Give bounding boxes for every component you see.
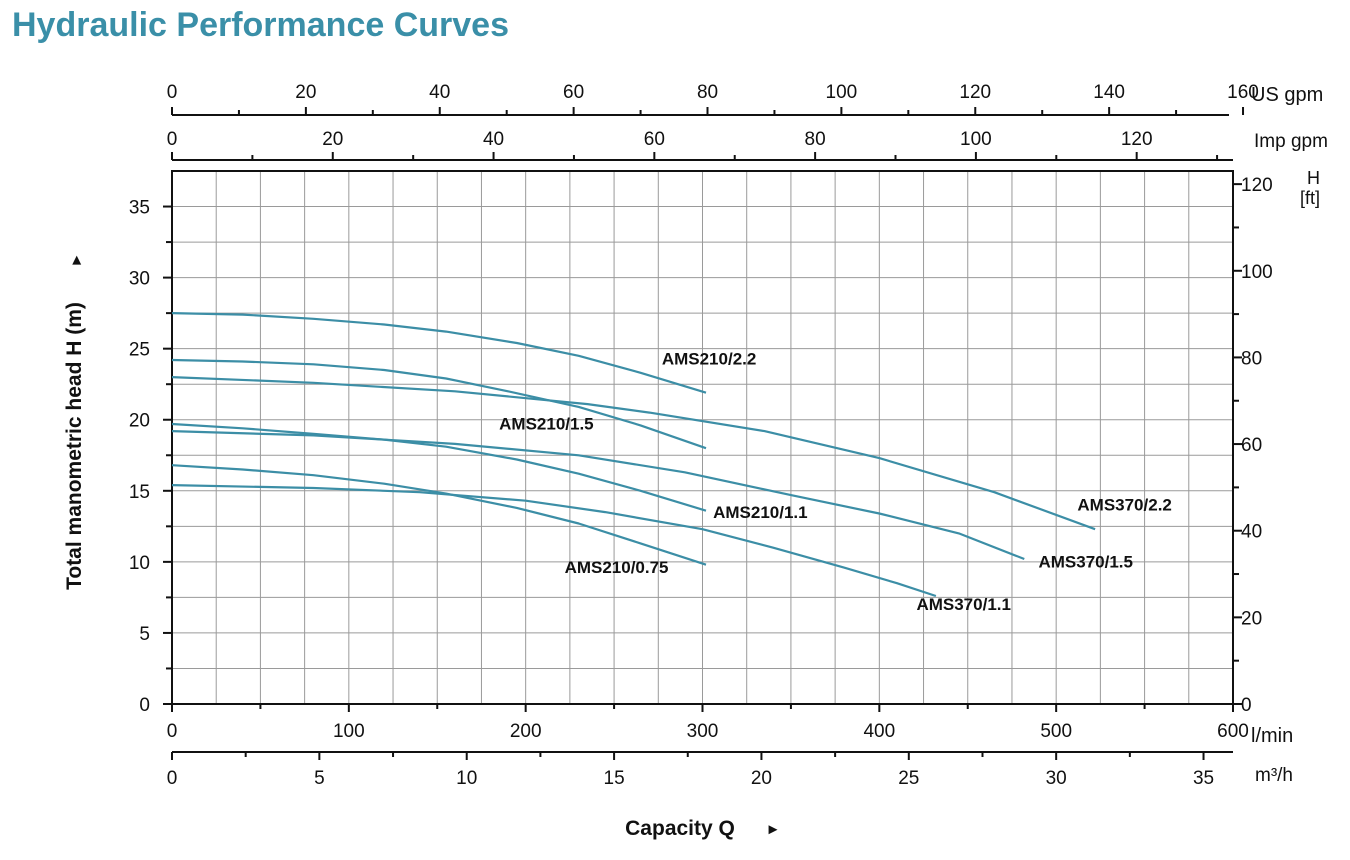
m3h-tick-label: 0 xyxy=(167,768,178,789)
ft-tick-label: 40 xyxy=(1241,522,1262,543)
m3h-tick-label: 15 xyxy=(604,768,625,789)
y-tick-label: 15 xyxy=(129,482,150,503)
curve-label: AMS210/0.75 xyxy=(565,558,669,577)
imp-gpm-tick-label: 120 xyxy=(1121,129,1153,150)
x-tick-label: 600 xyxy=(1217,721,1249,742)
us-gpm-tick-label: 140 xyxy=(1093,82,1125,103)
y-axis-arrow: ► xyxy=(68,253,85,268)
y-axis-label: Total manometric head H (m) xyxy=(63,302,86,590)
curve-label: AMS370/1.5 xyxy=(1038,553,1133,572)
ft-tick-label: 60 xyxy=(1241,435,1262,456)
curve-ams210-1-1 xyxy=(171,422,707,512)
performance-curves xyxy=(171,312,1096,598)
curve-label: AMS370/2.2 xyxy=(1077,496,1172,515)
y-tick-label: 20 xyxy=(129,411,150,432)
y-tick-label: 25 xyxy=(129,340,150,361)
us-gpm-tick-label: 40 xyxy=(429,82,450,103)
ft-tick-label: 120 xyxy=(1241,175,1273,196)
imp-gpm-tick-label: 80 xyxy=(805,129,826,150)
y-tick-label: 0 xyxy=(139,695,150,716)
curve-label: AMS210/1.5 xyxy=(499,415,594,434)
y-tick-label: 30 xyxy=(129,269,150,290)
curve-label: AMS210/1.1 xyxy=(713,503,808,522)
x-tick-label: 300 xyxy=(687,721,719,742)
us-gpm-tick-label: 80 xyxy=(697,82,718,103)
imp-gpm-tick-label: 0 xyxy=(167,129,178,150)
curve-ams210-1-5 xyxy=(171,358,707,450)
curve-ams370-1-5 xyxy=(171,430,1025,561)
imp-gpm-unit-label: Imp gpm xyxy=(1254,131,1328,152)
curve-ams210-2-2 xyxy=(171,312,707,394)
ft-tick-label: 100 xyxy=(1241,262,1273,283)
m3h-tick-label: 5 xyxy=(314,768,325,789)
us-gpm-tick-label: 160 xyxy=(1227,82,1259,103)
m3h-unit-label: m³/h xyxy=(1255,765,1293,786)
ft-unit-label-h: H xyxy=(1307,168,1320,188)
x-tick-label: 500 xyxy=(1040,721,1072,742)
x-tick-label: 400 xyxy=(863,721,895,742)
m3h-tick-label: 20 xyxy=(751,768,772,789)
x-axis-arrow: ► xyxy=(766,821,781,838)
curve-label: AMS210/2.2 xyxy=(662,349,757,368)
ft-tick-label: 0 xyxy=(1241,695,1252,716)
ft-tick-label: 20 xyxy=(1241,608,1262,629)
m3h-tick-label: 35 xyxy=(1193,768,1214,789)
x-tick-label: 200 xyxy=(510,721,542,742)
x-axis-label: Capacity Q xyxy=(625,817,735,840)
curve-label: AMS370/1.1 xyxy=(916,595,1011,614)
imp-gpm-tick-label: 20 xyxy=(322,129,343,150)
m3h-tick-label: 25 xyxy=(898,768,919,789)
m3h-tick-label: 10 xyxy=(456,768,477,789)
curve-ams370-2-2 xyxy=(171,376,1096,531)
curve-ams370-1-1 xyxy=(171,484,937,598)
y-tick-label: 5 xyxy=(139,624,150,645)
us-gpm-tick-label: 120 xyxy=(959,82,991,103)
ft-tick-label: 80 xyxy=(1241,348,1262,369)
lmin-unit-label: l/min xyxy=(1251,725,1293,747)
plot-grid xyxy=(172,171,1233,704)
imp-gpm-tick-label: 40 xyxy=(483,129,504,150)
ft-unit-label-ft: [ft] xyxy=(1300,188,1320,208)
x-tick-label: 0 xyxy=(167,721,178,742)
m3h-tick-label: 30 xyxy=(1046,768,1067,789)
y-tick-label: 35 xyxy=(129,198,150,219)
us-gpm-tick-label: 100 xyxy=(826,82,858,103)
imp-gpm-tick-label: 60 xyxy=(644,129,665,150)
y-tick-label: 10 xyxy=(129,553,150,574)
page-title: Hydraulic Performance Curves xyxy=(12,6,509,44)
imp-gpm-tick-label: 100 xyxy=(960,129,992,150)
x-tick-label: 100 xyxy=(333,721,365,742)
us-gpm-unit-label: US gpm xyxy=(1251,84,1323,106)
us-gpm-tick-label: 20 xyxy=(295,82,316,103)
us-gpm-tick-label: 0 xyxy=(167,82,178,103)
curve-labels: AMS210/2.2 AMS210/1.5 AMS210/1.1 AMS210/0.7… xyxy=(499,349,1172,614)
us-gpm-tick-label: 60 xyxy=(563,82,584,103)
